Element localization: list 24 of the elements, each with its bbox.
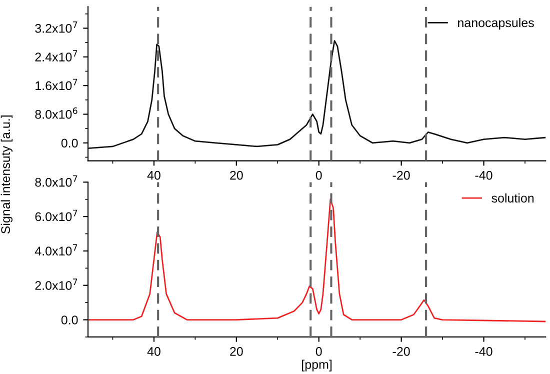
y-tick-label: 2.0x10$^{7}$ (35, 278, 78, 290)
x-tick-label: -20 (392, 170, 410, 180)
x-tick-label: 0 (316, 347, 322, 356)
y-tick-label: 8.0x10$^{6}$ (35, 107, 78, 119)
y-tick-label: 3.2x10$^{7}$ (35, 22, 78, 33)
y-tick-label: 2.4x10$^{7}$ (35, 50, 78, 62)
y-tick-label: 0.0 (61, 138, 78, 148)
x-tick-label: -20 (392, 347, 410, 356)
y-tick-label: 6.0x10$^{7}$ (35, 210, 78, 222)
x-tick-label: 40 (147, 347, 160, 356)
x-tick-label: 20 (230, 347, 243, 356)
y-axis-title: Signal intensuty [a.u.] (0, 116, 12, 234)
x-tick-label: -40 (475, 347, 492, 356)
x-tick-label: -40 (475, 170, 492, 180)
x-tick-label: 40 (147, 170, 160, 180)
x-tick-label: 0 (316, 170, 322, 180)
x-tick-label: 20 (230, 170, 243, 180)
y-tick-label: 8.0x10$^{7}$ (35, 175, 78, 187)
x-axis-title: [ppm] (302, 360, 332, 372)
y-tick-label: 0.0 (61, 316, 78, 324)
y-tick-label: 1.6x10$^{7}$ (36, 78, 78, 90)
y-tick-label: 4.0x10$^{7}$ (34, 244, 78, 256)
legend-label: solution (492, 193, 534, 203)
legend-label: nanocapsules (458, 18, 534, 30)
